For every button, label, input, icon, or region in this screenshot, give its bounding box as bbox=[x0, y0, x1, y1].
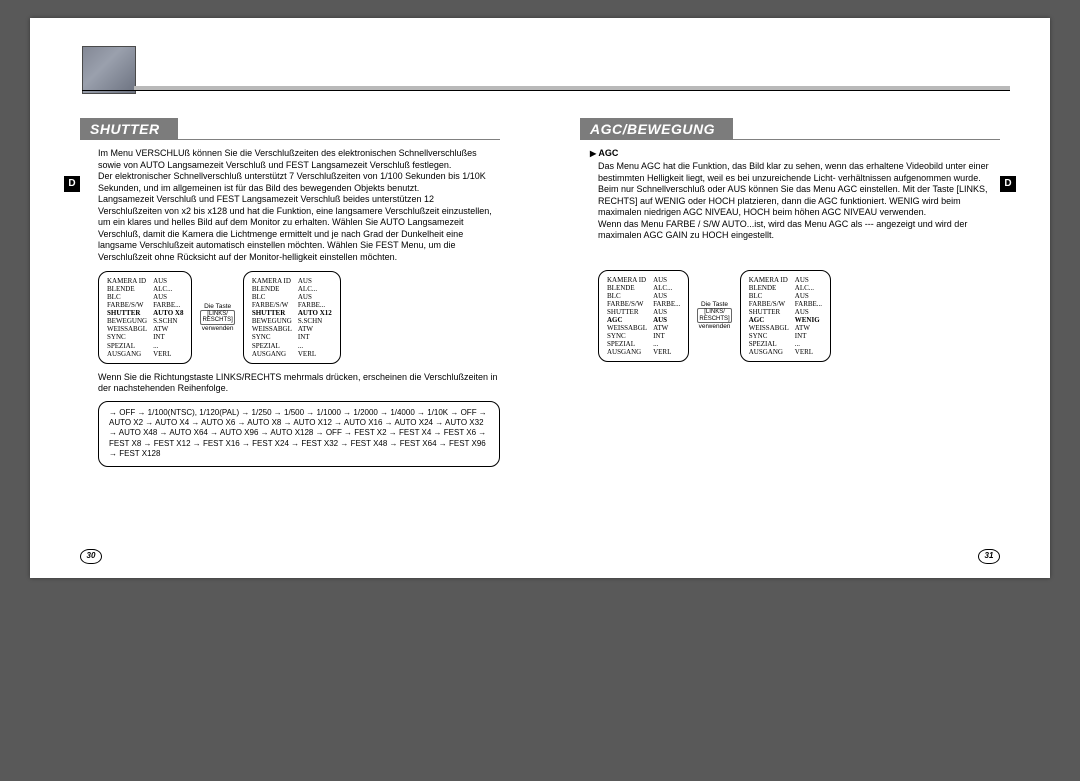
header-rule bbox=[82, 90, 1010, 91]
shutter-menus: KAMERA IDAUSBLENDEALC...BLCAUSFARBE/S/WF… bbox=[98, 271, 500, 363]
between-label-left: Die Taste [LINKS/RESCHTS] verwenden bbox=[200, 303, 234, 332]
shutter-postmenu: Wenn Sie die Richtungstaste LINKS/RECHTS… bbox=[98, 372, 500, 395]
agc-subhead: AGC bbox=[590, 148, 1000, 158]
between-label-right: Die Taste [LINKS/RESCHTS] verwenden bbox=[697, 301, 731, 330]
header-thumbnail bbox=[82, 46, 136, 94]
agc-menu-2: KAMERA IDAUSBLENDEALC...BLCAUSFARBE/S/WF… bbox=[740, 270, 831, 362]
left-page: D SHUTTER Im Menu VERSCHLUß können Sie d… bbox=[30, 118, 540, 578]
shutter-menu-2: KAMERA IDAUSBLENDEALC...BLCAUSFARBE/S/WF… bbox=[243, 271, 341, 363]
manual-spread: D SHUTTER Im Menu VERSCHLUß können Sie d… bbox=[30, 18, 1050, 578]
section-title-agc: AGC/BEWEGUNG bbox=[580, 118, 733, 140]
page-number-left: 30 bbox=[80, 549, 102, 564]
agc-menus: KAMERA IDAUSBLENDEALC...BLCAUSFARBE/S/WF… bbox=[598, 270, 1000, 362]
columns: D SHUTTER Im Menu VERSCHLUß können Sie d… bbox=[30, 118, 1050, 578]
agc-body: Das Menu AGC hat die Funktion, das Bild … bbox=[598, 161, 1000, 242]
lang-tab-left: D bbox=[64, 176, 80, 192]
section-title-shutter: SHUTTER bbox=[80, 118, 178, 140]
shutter-sequence: → OFF → 1/100(NTSC), 1/120(PAL) → 1/250 … bbox=[109, 408, 487, 459]
page-number-right: 31 bbox=[978, 549, 1000, 564]
shutter-body: Im Menu VERSCHLUß können Sie die Verschl… bbox=[98, 148, 500, 263]
agc-menu-1: KAMERA IDAUSBLENDEALC...BLCAUSFARBE/S/WF… bbox=[598, 270, 689, 362]
header-strip bbox=[30, 46, 1050, 92]
right-page: D AGC/BEWEGUNG AGC Das Menu AGC hat die … bbox=[540, 118, 1050, 578]
lang-tab-right: D bbox=[1000, 176, 1016, 192]
shutter-sequence-box: → OFF → 1/100(NTSC), 1/120(PAL) → 1/250 … bbox=[98, 401, 500, 467]
shutter-menu-1: KAMERA IDAUSBLENDEALC...BLCAUSFARBE/S/WF… bbox=[98, 271, 192, 363]
